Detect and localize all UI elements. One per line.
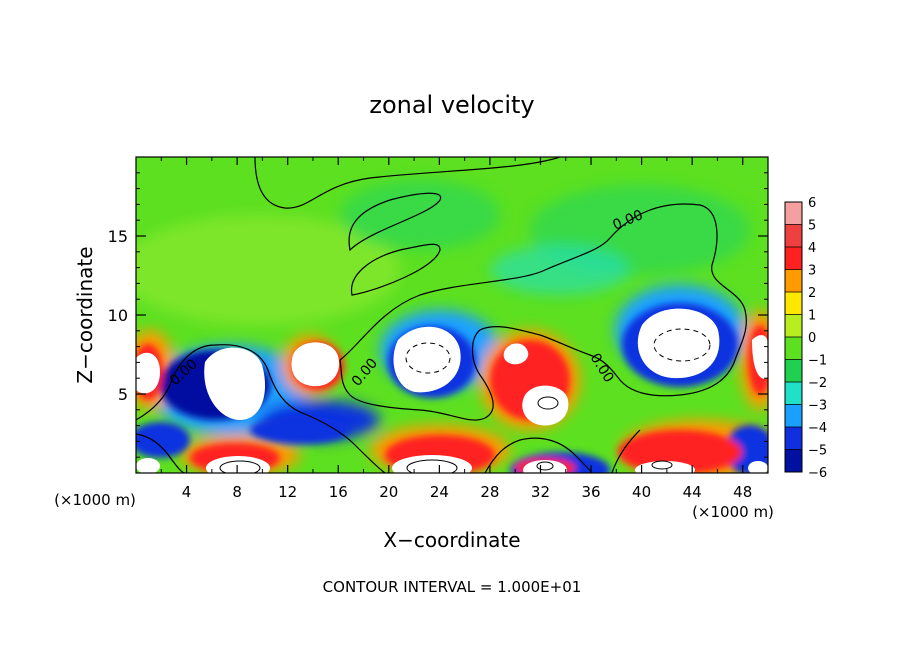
y-tick-label: 15 — [108, 227, 128, 246]
colorbar-label: 4 — [808, 241, 816, 256]
colorbar-label: −3 — [808, 399, 827, 414]
colorbar-swatch — [785, 269, 802, 293]
colorbar-label: 3 — [808, 264, 816, 279]
negative-contours — [405, 328, 711, 374]
x-tick-label: 12 — [278, 483, 297, 501]
x-tick-label: 40 — [632, 483, 651, 501]
zero-contours — [136, 157, 747, 473]
x-tick-label: 48 — [733, 483, 752, 501]
x-tick-label: 4 — [182, 483, 192, 501]
colorbar-label: 2 — [808, 286, 816, 301]
chart-title: zonal velocity — [369, 91, 534, 119]
colorbar-label: −4 — [808, 421, 827, 436]
colorbar-swatch — [785, 292, 802, 315]
colorbar-label: −5 — [808, 444, 827, 459]
colorbar-label: 6 — [808, 196, 816, 211]
colorbar-swatch — [785, 224, 802, 248]
x-tick-label: 32 — [531, 483, 550, 501]
colorbar-label: 5 — [808, 219, 816, 234]
colorbar-swatch — [785, 427, 802, 450]
plot-area — [136, 157, 768, 473]
colorbar: 6 5 4 3 2 1 0 −1 −2 −3 −4 −5 −6 — [784, 196, 827, 481]
colorbar-label: 0 — [808, 331, 816, 346]
colorbar-swatch — [785, 404, 802, 428]
x-tick-label: 8 — [232, 483, 242, 501]
colorbar-swatch — [785, 314, 802, 338]
x-axis-label: X−coordinate — [383, 528, 520, 552]
x-unit-left: (×1000 m) — [54, 491, 136, 509]
x-tick-label: 16 — [329, 483, 348, 501]
y-axis-label: Z−coordinate — [73, 246, 97, 383]
y-axis: 5 10 15 — [108, 172, 768, 458]
x-axis: 4 8 12 16 20 24 28 32 36 40 44 48 — [160, 157, 752, 501]
positive-contours — [219, 396, 673, 473]
colorbar-label: −6 — [808, 466, 827, 481]
x-tick-label: 24 — [430, 483, 449, 501]
colorbar-swatch — [785, 202, 802, 225]
x-unit-right: (×1000 m) — [692, 503, 774, 521]
colorbar-swatch — [785, 337, 802, 360]
saturated-cells — [136, 308, 768, 473]
x-tick-label: 36 — [581, 483, 600, 501]
colorbar-swatch — [785, 247, 802, 270]
colorbar-label: −2 — [808, 376, 827, 391]
y-tick-label: 5 — [118, 385, 128, 404]
x-tick-label: 44 — [683, 483, 702, 501]
x-tick-label: 28 — [480, 483, 499, 501]
x-tick-label: 20 — [379, 483, 398, 501]
colorbar-swatch — [785, 359, 802, 383]
colorbar-swatch — [785, 382, 802, 405]
colorbar-label: −1 — [808, 354, 827, 369]
colorbar-label: 1 — [808, 309, 816, 324]
y-tick-label: 10 — [108, 306, 128, 325]
contour-interval-note: CONTOUR INTERVAL = 1.000E+01 — [323, 578, 582, 596]
colorbar-swatch — [785, 449, 802, 473]
